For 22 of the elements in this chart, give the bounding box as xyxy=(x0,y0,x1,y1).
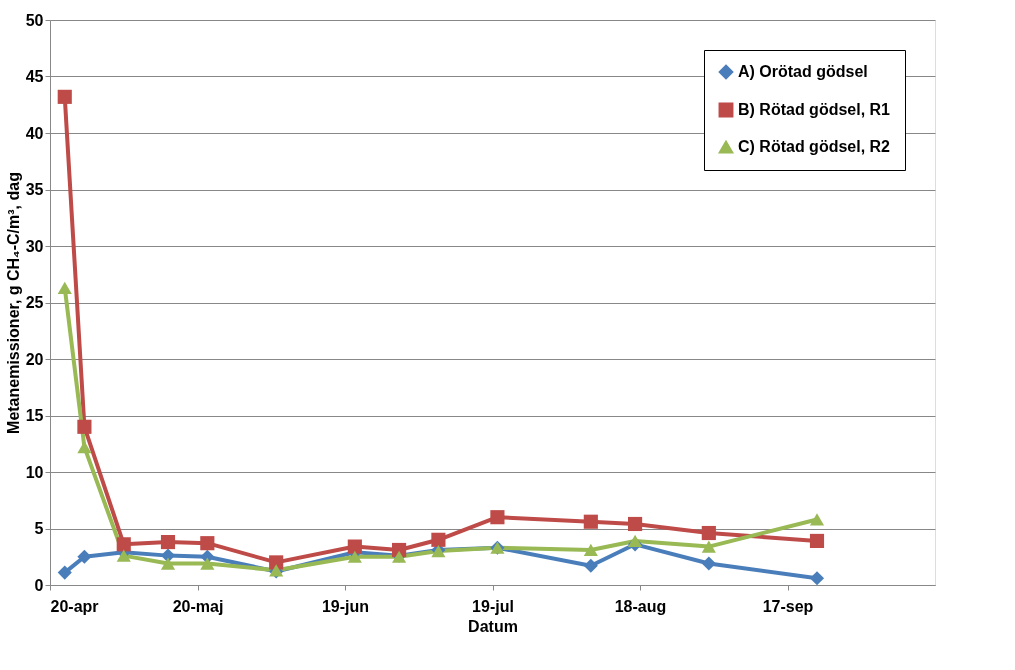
legend-label: C) Rötad gödsel, R2 xyxy=(738,138,891,155)
y-tick-label: 0 xyxy=(34,576,44,594)
y-tick-label: 35 xyxy=(25,181,44,198)
x-tick-label: 19-jun xyxy=(321,597,370,615)
y-axis-title: Metanemissioner, g CH₄-C/m³, dag xyxy=(4,172,22,434)
y-tick-label: 30 xyxy=(25,237,44,255)
legend-label: B) Rötad gödsel, R1 xyxy=(738,101,891,118)
y-tick-label: 45 xyxy=(25,68,44,85)
y-tick-label: 5 xyxy=(34,520,44,537)
x-axis-title: Datum xyxy=(468,617,518,635)
y-tick-label: 50 xyxy=(25,11,44,29)
legend-label: A) Orötad gödsel xyxy=(738,63,868,80)
y-tick-label: 15 xyxy=(25,407,44,424)
y-tick-label: 10 xyxy=(25,463,44,481)
x-tick-label: 18-aug xyxy=(614,597,667,615)
y-tick-label: 40 xyxy=(25,124,44,142)
y-tick-label: 25 xyxy=(25,294,44,311)
x-tick-label: 20-maj xyxy=(172,597,224,615)
x-tick-label: 20-apr xyxy=(50,597,99,615)
y-tick-label: 20 xyxy=(25,350,44,368)
x-tick-label: 17-sep xyxy=(762,597,814,615)
x-tick-label: 19-jul xyxy=(472,597,514,615)
